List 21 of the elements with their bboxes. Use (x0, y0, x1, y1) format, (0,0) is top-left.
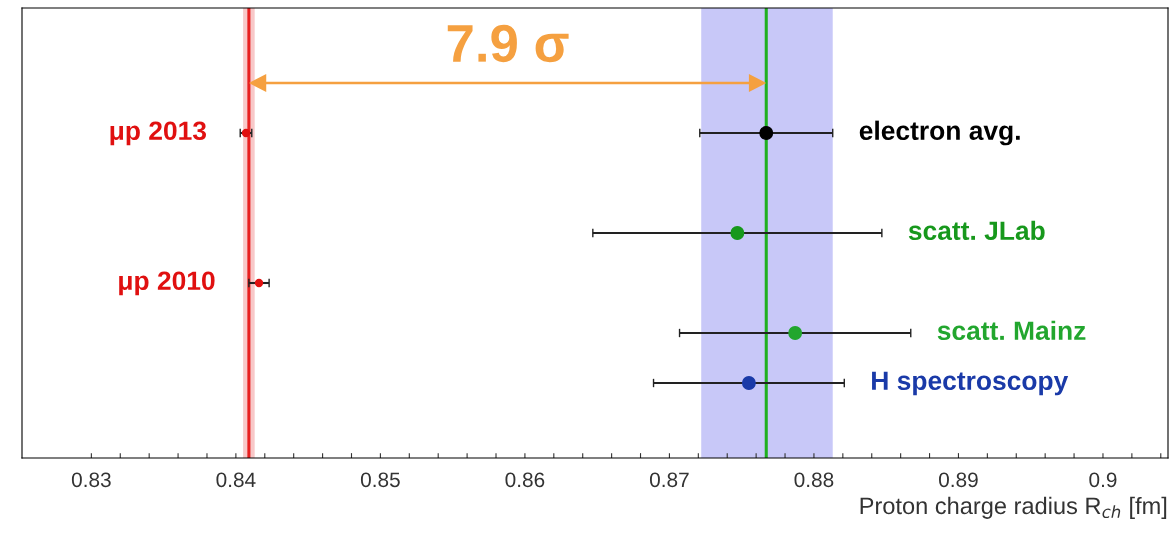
point (759, 126, 774, 140)
series-label: μp 2010 (119, 271, 215, 296)
series-label: μp 2013 (110, 121, 207, 146)
x-tick-label: 0.83 (71, 472, 111, 488)
annotation: 7.9 σ (447, 24, 569, 63)
x-tick-label: 0.85 (360, 472, 400, 488)
x-tick-label: 0.87 (649, 472, 689, 488)
text: scatt. Mainz (937, 320, 1086, 341)
text: H spectroscopy (872, 371, 1069, 396)
point (788, 326, 803, 340)
x-tick-label: 0.89 (939, 472, 978, 488)
point (254, 278, 264, 288)
point (741, 376, 756, 390)
text: scatt. JLab (908, 220, 1045, 241)
x-tick-label: 0.9 (1089, 472, 1117, 488)
x-axis-title: Proton charge radius R$_{ch}$ [fm] (860, 496, 1167, 519)
point (730, 226, 745, 240)
text: electron avg. (859, 120, 1020, 146)
x-tick-label: 0.88 (794, 472, 834, 488)
x-tick-label: 0.86 (505, 472, 545, 488)
x-tick-label: 0.84 (216, 472, 256, 488)
